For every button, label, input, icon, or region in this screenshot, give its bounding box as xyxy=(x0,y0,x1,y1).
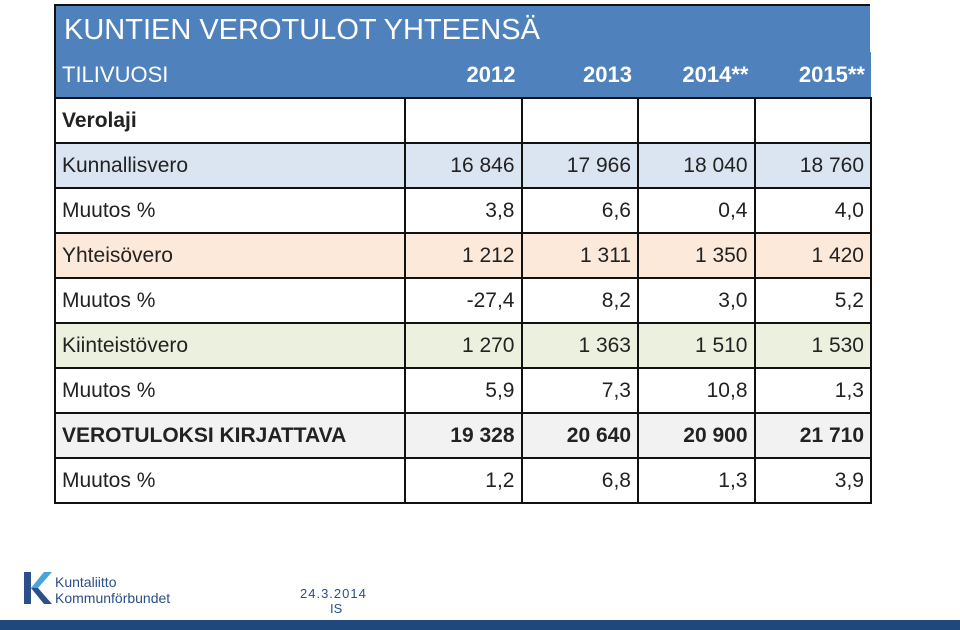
table-cell: 19 328 xyxy=(404,412,523,459)
table-cell: 16 846 xyxy=(404,142,523,189)
table-cell: 1 212 xyxy=(404,232,523,279)
year-header: 2013 xyxy=(521,52,638,99)
table-cell: 20 900 xyxy=(637,412,756,459)
row-label: Muutos % xyxy=(54,367,406,414)
table-row: Muutos % 5,9 7,3 10,8 1,3 xyxy=(54,367,872,414)
table-cell: 1 311 xyxy=(520,232,639,279)
table-cell xyxy=(753,97,872,144)
footer-date: 24.3.2014 xyxy=(300,586,367,601)
row-label: Kunnallisvero xyxy=(54,142,406,189)
table-cell: 1 270 xyxy=(404,322,523,369)
table-cell: 1 420 xyxy=(753,232,872,279)
kuntaliitto-logo-icon xyxy=(24,572,52,604)
table-cell: 3,8 xyxy=(404,187,523,234)
table-cell: 5,9 xyxy=(404,367,523,414)
row-label: Yhteisövero xyxy=(54,232,406,279)
table-cell: 20 640 xyxy=(520,412,639,459)
footer-initials: IS xyxy=(330,601,343,616)
table-title: KUNTIEN VEROTULOT YHTEENSÄ xyxy=(54,4,870,52)
table-cell: 8,2 xyxy=(520,277,639,324)
row-label: Muutos % xyxy=(54,457,406,504)
table-row: Muutos % 3,8 6,6 0,4 4,0 xyxy=(54,187,872,234)
year-header: 2014** xyxy=(638,52,755,99)
tax-revenue-table-container: KUNTIEN VEROTULOT YHTEENSÄ TILIVUOSI 201… xyxy=(54,4,872,504)
year-header: 2012 xyxy=(405,52,522,99)
table-cell xyxy=(404,97,523,144)
table-cell: 3,9 xyxy=(753,457,872,504)
row-label: VEROTULOKSI KIRJATTAVA xyxy=(54,412,406,459)
table-cell: -27,4 xyxy=(404,277,523,324)
table-cell: 1,3 xyxy=(753,367,872,414)
table-cell: 1 510 xyxy=(637,322,756,369)
table-cell xyxy=(520,97,639,144)
table-cell: 3,0 xyxy=(637,277,756,324)
table-cell xyxy=(637,97,756,144)
table-row: Kunnallisvero 16 846 17 966 18 040 18 76… xyxy=(54,142,872,189)
table-row: Muutos % 1,2 6,8 1,3 3,9 xyxy=(54,457,872,504)
table-row: Muutos % -27,4 8,2 3,0 5,2 xyxy=(54,277,872,324)
header-row: TILIVUOSI 2012 2013 2014** 2015** xyxy=(54,52,871,99)
table-cell: 1,3 xyxy=(637,457,756,504)
table-cell: 17 966 xyxy=(520,142,639,189)
table-cell: 5,2 xyxy=(753,277,872,324)
row-label: Verolaji xyxy=(54,97,406,144)
table-cell: 1 530 xyxy=(753,322,872,369)
header-label: TILIVUOSI xyxy=(54,52,405,99)
tax-revenue-table: TILIVUOSI 2012 2013 2014** 2015** Verola… xyxy=(54,52,872,504)
table-row: Verolaji xyxy=(54,97,872,144)
row-label: Kiinteistövero xyxy=(54,322,406,369)
logo-line1: Kuntaliitto xyxy=(55,574,117,590)
footer-bar xyxy=(0,620,960,630)
logo-text: Kuntaliitto Kommunförbundet xyxy=(55,574,170,606)
row-label: Muutos % xyxy=(54,277,406,324)
table-cell: 10,8 xyxy=(637,367,756,414)
table-row: Yhteisövero 1 212 1 311 1 350 1 420 xyxy=(54,232,872,279)
table-cell: 21 710 xyxy=(753,412,872,459)
table-cell: 18 760 xyxy=(753,142,872,189)
year-header: 2015** xyxy=(754,52,871,99)
table-row-total: VEROTULOKSI KIRJATTAVA 19 328 20 640 20 … xyxy=(54,412,872,459)
table-cell: 4,0 xyxy=(753,187,872,234)
table-cell: 1,2 xyxy=(404,457,523,504)
row-label: Muutos % xyxy=(54,187,406,234)
table-cell: 1 363 xyxy=(520,322,639,369)
logo-line2: Kommunförbundet xyxy=(55,590,171,606)
table-cell: 0,4 xyxy=(637,187,756,234)
table-cell: 6,6 xyxy=(520,187,639,234)
table-cell: 6,8 xyxy=(520,457,639,504)
table-cell: 7,3 xyxy=(520,367,639,414)
table-cell: 1 350 xyxy=(637,232,756,279)
table-cell: 18 040 xyxy=(637,142,756,189)
table-row: Kiinteistövero 1 270 1 363 1 510 1 530 xyxy=(54,322,872,369)
